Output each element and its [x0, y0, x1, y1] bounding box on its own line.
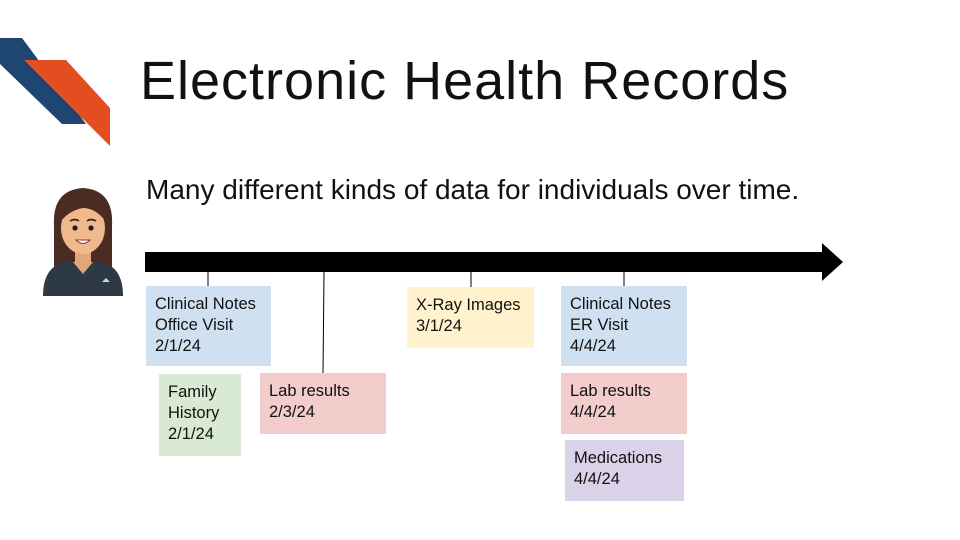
record-line: 2/3/24: [269, 403, 315, 421]
connector-lab-feb: [322, 271, 325, 374]
record-lab-results-feb: Lab results 2/3/24: [260, 373, 386, 434]
slide-subtitle: Many different kinds of data for individ…: [146, 174, 800, 205]
record-line: Family: [168, 383, 217, 401]
record-line: ER Visit: [570, 316, 629, 334]
record-line: History: [168, 404, 220, 422]
record-line: 2/1/24: [155, 337, 201, 355]
record-line: Medications: [574, 449, 663, 467]
record-line: 2/1/24: [168, 425, 214, 443]
record-xray-images: X-Ray Images 3/1/24: [407, 287, 534, 348]
record-line: Lab results: [269, 382, 350, 400]
timeline-arrow-head: [822, 243, 843, 281]
record-lab-results-apr: Lab results 4/4/24: [561, 373, 687, 434]
record-line: 4/4/24: [570, 403, 616, 421]
record-family-history: Family History 2/1/24: [159, 374, 241, 456]
record-medications: Medications 4/4/24: [565, 440, 684, 501]
record-line: Office Visit: [155, 316, 234, 334]
record-line: 4/4/24: [574, 470, 620, 488]
record-line: 4/4/24: [570, 337, 616, 355]
record-line: Clinical Notes: [155, 295, 256, 313]
chevron-stripes-logo: [0, 38, 110, 146]
record-line: Clinical Notes: [570, 295, 671, 313]
record-clinical-notes-er: Clinical Notes ER Visit 4/4/24: [561, 286, 687, 366]
record-line: X-Ray Images: [416, 296, 521, 314]
record-clinical-notes-office: Clinical Notes Office Visit 2/1/24: [146, 286, 271, 366]
woman-avatar-icon: [43, 188, 123, 296]
record-line: 3/1/24: [416, 317, 462, 335]
record-line: Lab results: [570, 382, 651, 400]
slide-title: Electronic Health Records: [140, 51, 790, 111]
timeline-arrow-shaft: [145, 252, 823, 272]
